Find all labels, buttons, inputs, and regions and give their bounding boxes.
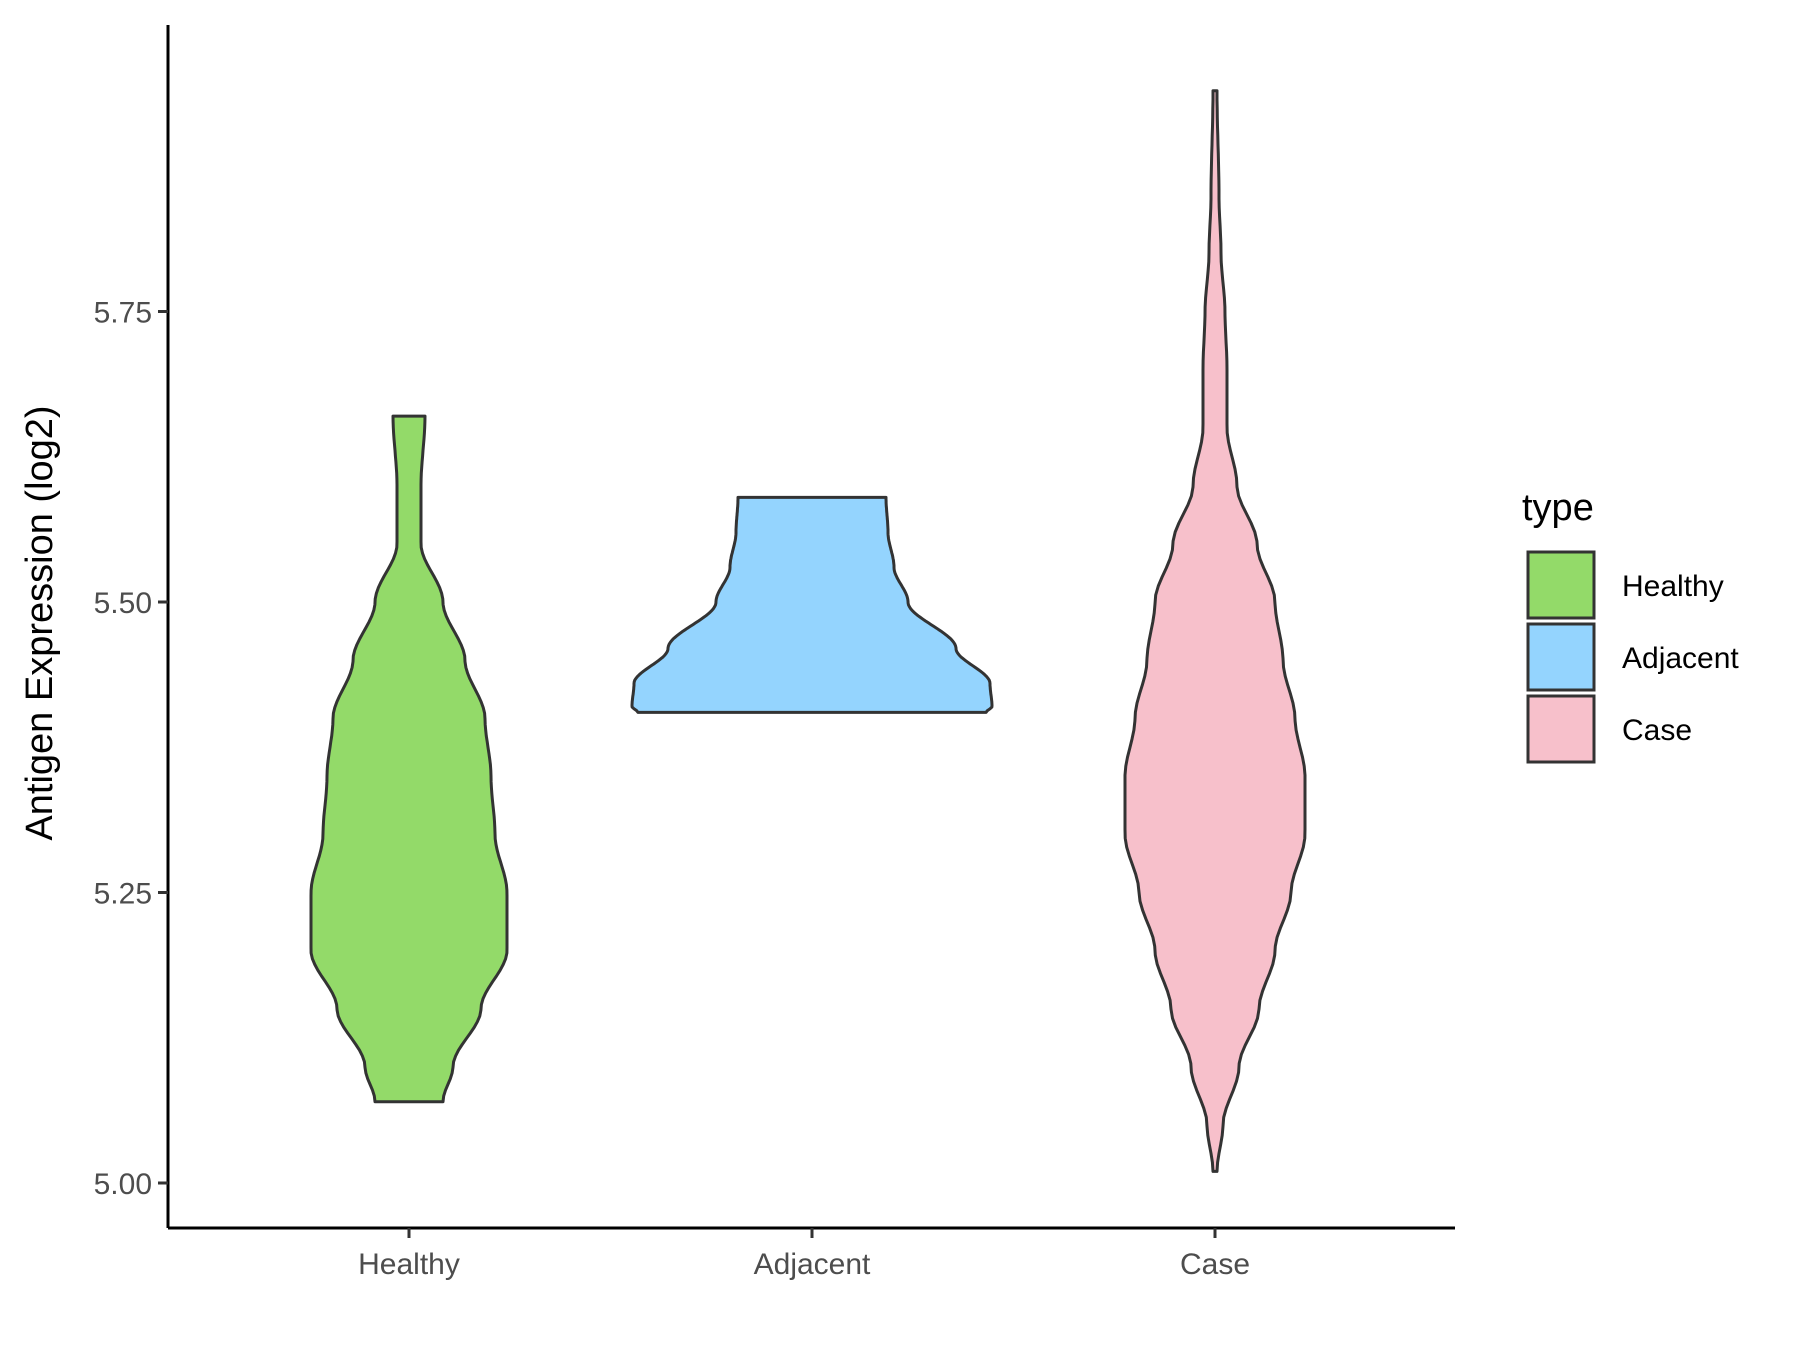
- legend-key-healthy: [1526, 550, 1596, 620]
- x-tick-label: Adjacent: [754, 1248, 871, 1281]
- violin-case: [1123, 89, 1307, 1173]
- legend-key-adjacent: [1526, 622, 1596, 692]
- x-tick-label: Healthy: [358, 1248, 460, 1281]
- y-axis: 5.00 5.25 5.50 5.75: [94, 25, 170, 1228]
- legend-label-case: Case: [1622, 714, 1692, 747]
- legend-title: type: [1522, 487, 1594, 529]
- violin-adjacent: [630, 495, 994, 714]
- violin-group: [309, 89, 1307, 1173]
- y-axis-title: Antigen Expression (log2): [19, 405, 61, 840]
- legend-label-healthy: Healthy: [1622, 570, 1724, 603]
- x-axis: Healthy Adjacent Case: [168, 1226, 1455, 1281]
- y-tick-label: 5.25: [94, 878, 152, 911]
- y-tick-label: 5.00: [94, 1168, 152, 1201]
- y-tick-label: 5.50: [94, 587, 152, 620]
- legend-key-case: [1526, 694, 1596, 764]
- legend-label-adjacent: Adjacent: [1622, 642, 1739, 675]
- y-tick-label: 5.75: [94, 297, 152, 330]
- x-tick-label: Case: [1180, 1248, 1250, 1281]
- legend: type Healthy Adjacent Case: [1522, 487, 1739, 764]
- violin-healthy: [309, 414, 509, 1104]
